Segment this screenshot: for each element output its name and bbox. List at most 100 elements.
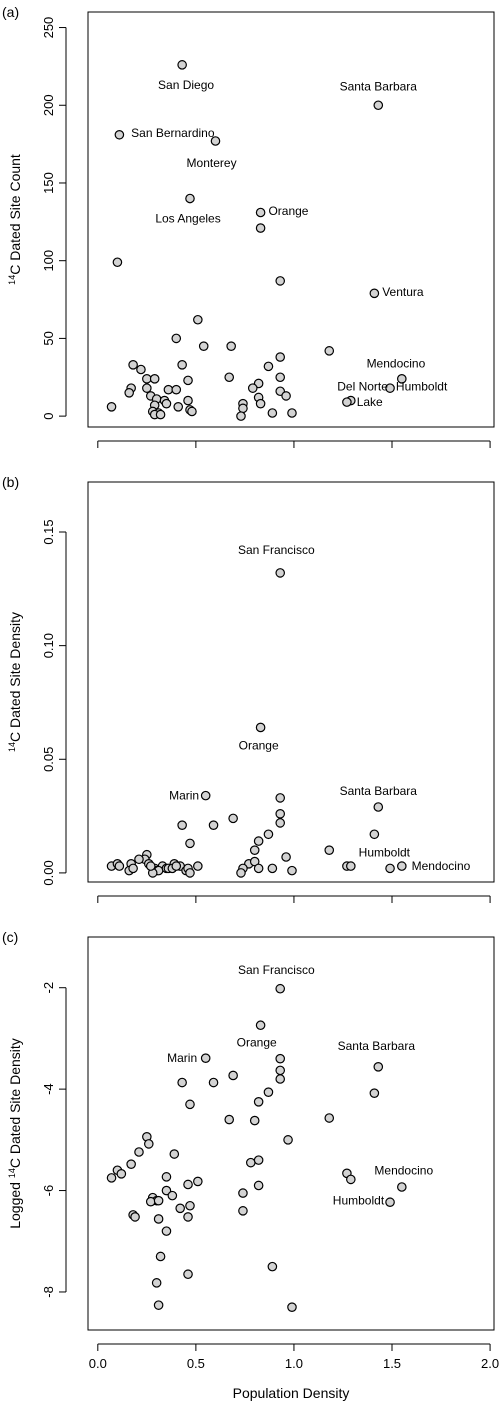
data-point — [149, 374, 160, 384]
data-point — [249, 1115, 260, 1126]
data-point — [267, 408, 278, 418]
y-axis-title: 14C Dated Site Count — [7, 154, 23, 285]
data-point — [185, 1099, 195, 1110]
data-point — [275, 1065, 286, 1076]
data-point — [171, 384, 182, 395]
data-point — [275, 818, 286, 828]
y-tick-label: -8 — [41, 1286, 56, 1298]
data-point — [155, 409, 166, 420]
data-point — [128, 360, 138, 370]
y-tick-label: 250 — [41, 17, 56, 39]
point-annotation: Marin — [167, 1051, 197, 1065]
data-point — [144, 1139, 154, 1149]
data-point — [267, 1261, 278, 1272]
point-annotation: Orange — [268, 204, 308, 218]
data-point — [397, 374, 407, 384]
x-axis-title: Population Density — [233, 1385, 350, 1401]
data-point — [238, 403, 248, 414]
data-point — [171, 861, 182, 871]
plot-frame — [87, 11, 495, 428]
data-point — [134, 854, 144, 865]
data-point — [275, 568, 286, 578]
data-point — [183, 395, 193, 406]
data-point — [187, 406, 197, 417]
data-point — [373, 802, 384, 812]
data-point — [198, 341, 209, 351]
data-point — [161, 1172, 172, 1182]
y-tick-label: 100 — [41, 250, 56, 272]
panel-c: (c) -2 -4 -6 -8 0.0 0.5 1.0 1.5 2.0 Logged 14C Dat… — [2, 929, 499, 1401]
y-tick-label: 0.10 — [41, 633, 56, 658]
data-point — [163, 384, 174, 395]
data-point — [151, 1278, 162, 1288]
y-tick-label: 200 — [41, 94, 56, 116]
data-point — [267, 863, 278, 874]
data-point — [114, 861, 125, 871]
point-annotation: San Bernardino — [131, 126, 215, 140]
data-point — [238, 1206, 248, 1216]
data-point — [106, 1173, 117, 1183]
point-annotation: Orange — [239, 739, 279, 753]
data-point — [236, 411, 246, 421]
data-point — [287, 865, 297, 876]
data-point — [155, 1251, 166, 1262]
data-point — [245, 1157, 256, 1168]
data-point — [128, 863, 138, 874]
x-tick-label: 0.0 — [89, 1356, 107, 1371]
y-axis-title: Logged 14C Dated Site Density — [7, 1038, 23, 1229]
data-point — [228, 813, 238, 824]
panel-a: (a) 0 50 100 150 200 250 14C Dated Site Count Sa… — [2, 4, 495, 448]
data-point — [253, 863, 264, 874]
data-point — [224, 1114, 235, 1125]
plot-frame — [87, 936, 495, 1331]
data-point — [369, 1088, 380, 1098]
point-annotation: Lake — [357, 395, 383, 409]
data-point — [255, 223, 266, 233]
data-point — [173, 401, 184, 412]
data-point — [253, 1180, 264, 1191]
point-annotation: Los Angeles — [155, 212, 220, 226]
data-point — [249, 845, 260, 855]
data-point — [185, 1200, 195, 1211]
data-point — [324, 1113, 335, 1123]
data-point — [346, 861, 356, 871]
y-tick-label: 50 — [41, 331, 56, 345]
data-point — [275, 809, 286, 819]
data-point — [275, 1074, 286, 1084]
data-point — [124, 388, 134, 398]
y-tick-label: 150 — [41, 172, 56, 194]
point-annotation: Santa Barbara — [338, 1039, 416, 1053]
data-point — [134, 1147, 144, 1157]
data-point — [136, 364, 146, 375]
data-point — [200, 1053, 211, 1063]
data-point — [153, 1300, 164, 1310]
data-point — [238, 1188, 248, 1198]
data-point — [142, 374, 152, 384]
data-point — [210, 136, 221, 146]
data-point — [169, 1149, 180, 1159]
data-point — [116, 1169, 127, 1179]
point-annotation: Santa Barbara — [340, 80, 418, 94]
data-point — [145, 1196, 156, 1207]
y-tick-label: -2 — [41, 982, 56, 994]
y-tick-label: -4 — [41, 1083, 56, 1095]
data-point — [385, 863, 395, 874]
data-point — [281, 391, 291, 401]
data-point — [208, 1077, 219, 1088]
data-point — [385, 1197, 395, 1208]
data-point — [275, 372, 286, 383]
data-point — [185, 868, 195, 878]
data-point — [183, 375, 193, 386]
y-tick-label: -6 — [41, 1185, 56, 1197]
point-annotation: Mendocino — [374, 1163, 433, 1177]
data-point — [171, 333, 182, 344]
data-point — [236, 868, 246, 878]
data-point — [126, 1159, 136, 1169]
data-point — [275, 1053, 286, 1064]
data-point — [193, 314, 203, 325]
point-annotation: San Francisco — [238, 543, 315, 557]
data-point — [263, 829, 274, 840]
data-point — [253, 1097, 264, 1107]
data-point — [130, 1212, 140, 1222]
